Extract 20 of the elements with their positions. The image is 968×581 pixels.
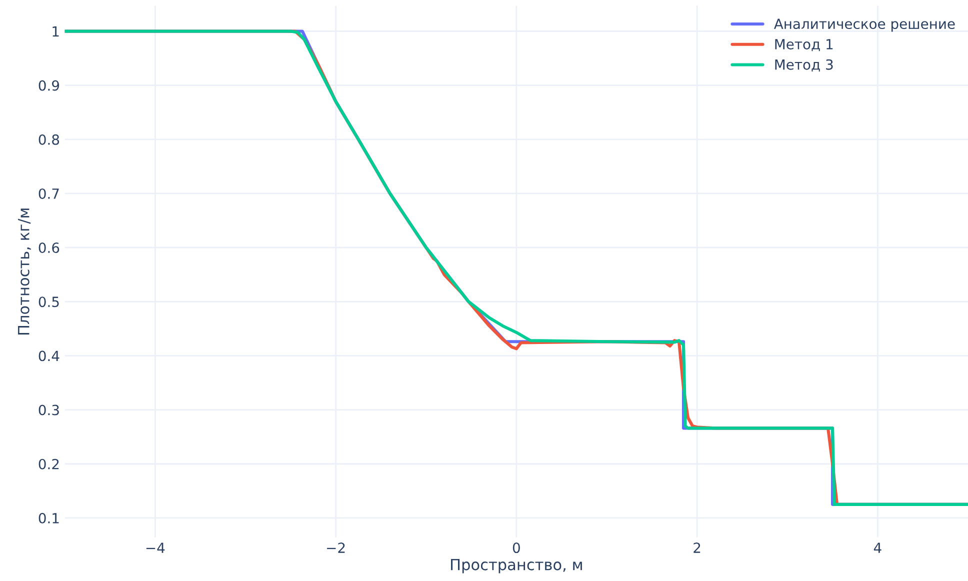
y-tick-label: 0.5 [38, 296, 59, 308]
y-tick-label: 0.2 [38, 458, 59, 470]
y-tick-label: 0.3 [38, 404, 59, 416]
x-axis-title: Пространство, м [451, 558, 582, 574]
x-tick-label: 4 [874, 542, 882, 553]
y-tick-label: 0.8 [38, 134, 60, 145]
y-tick-label: 0.1 [38, 512, 59, 524]
y-tick-label: 0.6 [38, 242, 60, 254]
y-tick-label: 1 [52, 26, 59, 37]
y-tick-label: 0.4 [38, 350, 60, 362]
y-axis-title: Плотность, кг/м [18, 208, 31, 335]
legend-label: Метод 1 [775, 39, 833, 52]
x-tick-label: −4 [146, 542, 165, 553]
legend-label: Аналитическое решение [774, 18, 955, 32]
x-tick-label: 0 [512, 542, 520, 554]
legend-label: Метод 3 [775, 59, 833, 72]
y-tick-label: 0.7 [38, 188, 59, 199]
x-tick-label: 2 [694, 542, 700, 553]
x-tick-label: −2 [327, 542, 345, 553]
y-tick-label: 0.9 [38, 80, 60, 91]
